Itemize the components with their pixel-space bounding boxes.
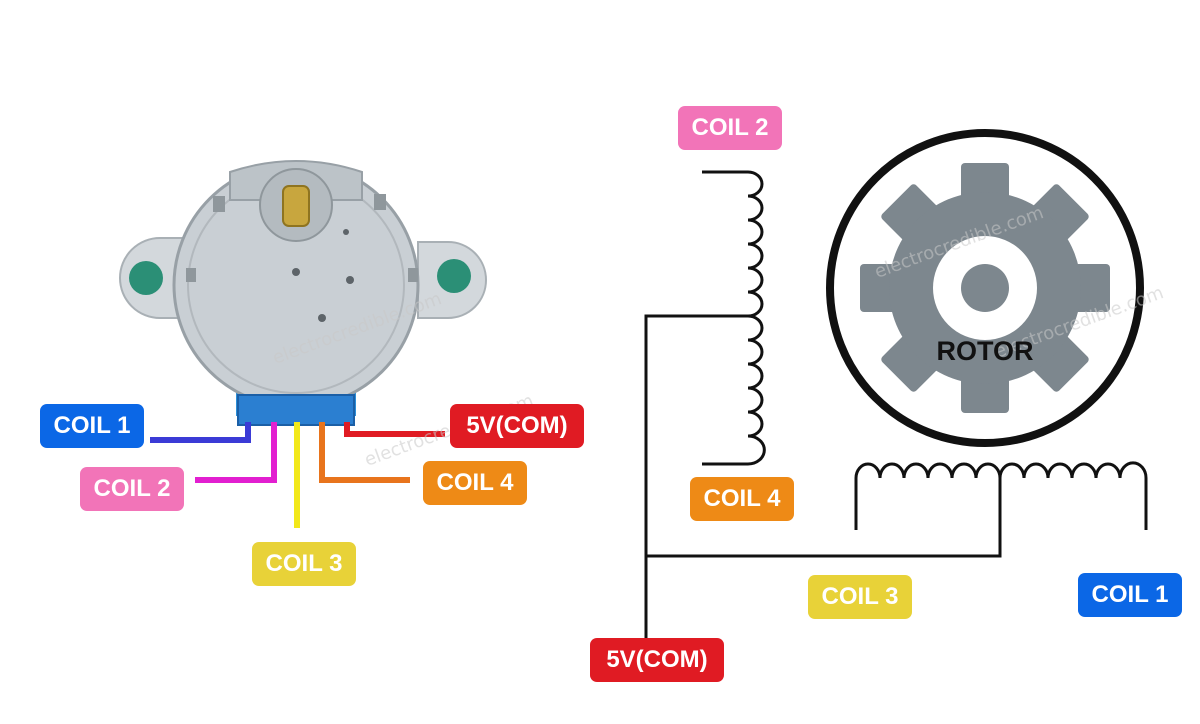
connector: [237, 394, 355, 426]
label-left-coil3: COIL 3: [252, 542, 356, 586]
com-wire: [644, 314, 748, 638]
coil-2-winding: [702, 170, 764, 318]
label-right-com: 5V(COM): [590, 638, 724, 682]
mounting-ear-right: [417, 241, 487, 319]
coil-4-winding: [702, 314, 766, 466]
label-right-coil4: COIL 4: [690, 477, 794, 521]
label-right-coil2: COIL 2: [678, 106, 782, 150]
stepper-motor-illustration: [119, 160, 487, 426]
mounting-ear-left: [119, 237, 191, 319]
label-left-coil2: COIL 2: [80, 467, 184, 511]
rotor-label: ROTOR: [936, 336, 1034, 366]
label-right-coil1: COIL 1: [1078, 573, 1182, 617]
schematic: [644, 129, 1148, 638]
coil-1-winding: [998, 461, 1148, 530]
wire-com: [344, 422, 445, 437]
label-left-coil4: COIL 4: [423, 461, 527, 505]
coil-3-winding: [854, 462, 1002, 530]
motor-wires: [150, 422, 445, 528]
label-left-com: 5V(COM): [450, 404, 584, 448]
label-left-coil1: COIL 1: [40, 404, 144, 448]
com-tap-horizontal: [646, 478, 1002, 558]
brass-shaft: [282, 185, 310, 227]
wire-coil2: [195, 422, 277, 483]
gear-icon: [860, 163, 1110, 413]
rotor-housing: [826, 129, 1144, 447]
wire-coil4: [319, 422, 410, 483]
wire-coil1: [150, 422, 251, 443]
label-right-coil3: COIL 3: [808, 575, 912, 619]
